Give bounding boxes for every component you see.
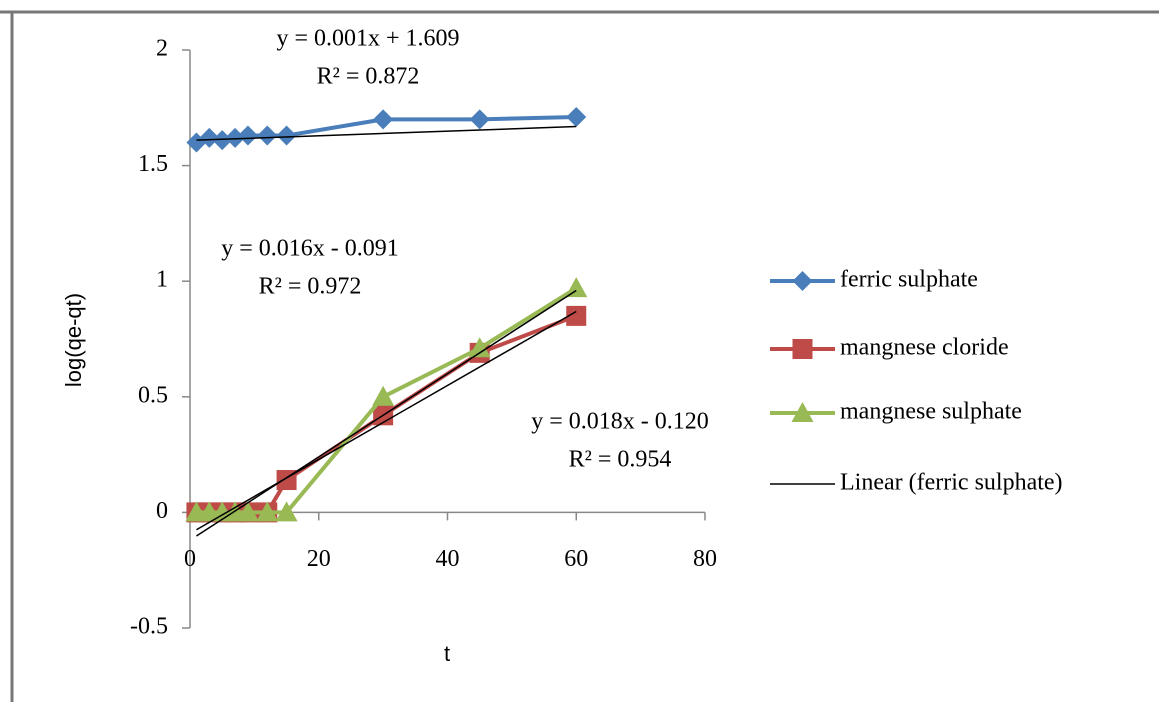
- x-axis-title: t: [444, 641, 450, 666]
- marker: [257, 125, 278, 146]
- trendline: [196, 289, 577, 537]
- trendline-r2: R² = 0.972: [259, 274, 362, 300]
- marker: [373, 109, 394, 130]
- x-tick-label: 60: [564, 546, 588, 572]
- marker: [276, 125, 297, 146]
- trendline: [196, 125, 577, 141]
- y-tick-label: 0: [156, 498, 168, 524]
- trendline-equation: y = 0.001x + 1.609: [276, 26, 459, 52]
- y-tick-label: 1.5: [138, 151, 168, 177]
- trendline-equation: y = 0.016x - 0.091: [221, 236, 399, 262]
- trendline-r2: R² = 0.872: [317, 64, 420, 90]
- marker: [469, 109, 490, 130]
- marker: [225, 127, 246, 148]
- trendline: [196, 310, 577, 531]
- marker: [236, 501, 259, 522]
- marker: [199, 127, 220, 148]
- x-tick-label: 40: [436, 546, 460, 572]
- marker: [237, 125, 258, 146]
- marker: [566, 305, 587, 326]
- marker: [372, 385, 395, 406]
- legend-marker: [791, 402, 814, 422]
- marker: [565, 277, 588, 298]
- series-line: [196, 286, 578, 515]
- marker: [212, 130, 233, 151]
- marker: [566, 107, 587, 128]
- y-tick-label: 2: [156, 36, 168, 62]
- y-tick-label: -0.5: [130, 614, 168, 640]
- y-tick-label: 1: [156, 267, 168, 293]
- x-tick-label: 20: [307, 546, 331, 572]
- legend-label: mangnese cloride: [840, 335, 1009, 361]
- y-axis-title: log(qe-qt): [61, 293, 86, 387]
- legend-marker: [792, 271, 813, 291]
- x-tick-label: 80: [693, 546, 717, 572]
- marker: [468, 337, 491, 358]
- legend-label: Linear (ferric sulphate): [840, 470, 1063, 496]
- legend-label: mangnese sulphate: [840, 399, 1022, 425]
- y-tick-label: 0.5: [138, 382, 168, 408]
- trendline-r2: R² = 0.954: [569, 447, 672, 473]
- trendline-equation: y = 0.018x - 0.120: [531, 409, 709, 435]
- marker: [275, 501, 298, 522]
- marker: [256, 501, 279, 522]
- x-tick-label: 0: [184, 546, 196, 572]
- legend-label: ferric sulphate: [840, 267, 978, 293]
- legend-marker: [792, 339, 813, 359]
